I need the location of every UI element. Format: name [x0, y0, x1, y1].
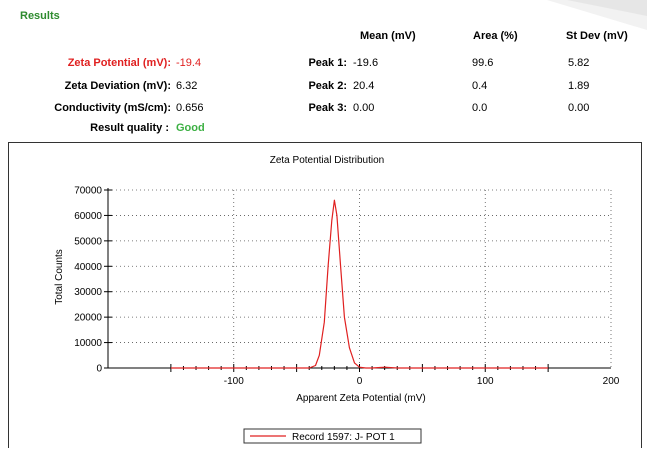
- legend: Record 1597: J- POT 1: [243, 428, 422, 444]
- peak-1-mean: -19.6: [353, 57, 379, 69]
- y-axis-title: Total Counts: [54, 249, 65, 305]
- zeta-deviation-value: 6.32: [176, 80, 198, 92]
- y-tick-label: 10000: [74, 338, 102, 349]
- y-tick-label: 70000: [74, 186, 102, 197]
- legend-label: Record 1597: J- POT 1: [292, 432, 395, 443]
- results-title: Results: [20, 10, 60, 22]
- x-tick-label: 100: [477, 376, 494, 387]
- peak-3-label: Peak 3:: [308, 102, 347, 114]
- tick-labels: 0 10000 20000 30000 40000 50000 60000 70000 -100…: [74, 186, 620, 388]
- grid: [108, 189, 612, 368]
- zeta-deviation-label: Zeta Deviation (mV):: [64, 80, 171, 92]
- legend-box: [243, 428, 422, 444]
- peak-3-mean: 0.00: [353, 102, 375, 114]
- y-tick-label: 20000: [74, 313, 102, 324]
- header-mean: Mean (mV): [360, 30, 416, 42]
- peak-1-stdev: 5.82: [568, 57, 590, 69]
- peak-3-area: 0.0: [472, 102, 488, 114]
- x-tick-label: -100: [224, 376, 244, 387]
- peak-2-area: 0.4: [472, 80, 488, 92]
- conductivity-value: 0.656: [176, 102, 204, 114]
- zeta-potential-value: -19.4: [176, 57, 202, 69]
- y-tick-label: 40000: [74, 262, 102, 273]
- zeta-potential-label: Zeta Potential (mV):: [67, 57, 171, 69]
- y-tick-label: 0: [96, 364, 102, 375]
- page-corner-fold: [547, 0, 647, 30]
- x-tick-label: 200: [603, 376, 620, 387]
- peak-1-label: Peak 1:: [308, 57, 347, 69]
- x-axis-title: Apparent Zeta Potential (mV): [296, 393, 426, 404]
- series-group: [170, 199, 549, 369]
- peak-2-stdev: 1.89: [568, 80, 590, 92]
- header-area: Area (%): [473, 30, 518, 42]
- y-tick-label: 50000: [74, 236, 102, 247]
- result-quality-value: Good: [176, 122, 205, 134]
- chart-title: Zeta Potential Distribution: [270, 155, 385, 166]
- peak-1-area: 99.6: [472, 57, 494, 69]
- header-stdev: St Dev (mV): [566, 30, 628, 42]
- series-line: [170, 199, 549, 369]
- y-tick-label: 30000: [74, 287, 102, 298]
- peak-3-stdev: 0.00: [568, 102, 590, 114]
- chart-frame: [8, 142, 642, 448]
- x-tick-label: 0: [357, 376, 363, 387]
- y-tick-label: 60000: [74, 211, 102, 222]
- conductivity-label: Conductivity (mS/cm):: [54, 102, 171, 114]
- result-quality-label: Result quality :: [90, 122, 169, 134]
- peak-2-mean: 20.4: [353, 80, 375, 92]
- peak-2-label: Peak 2:: [308, 80, 347, 92]
